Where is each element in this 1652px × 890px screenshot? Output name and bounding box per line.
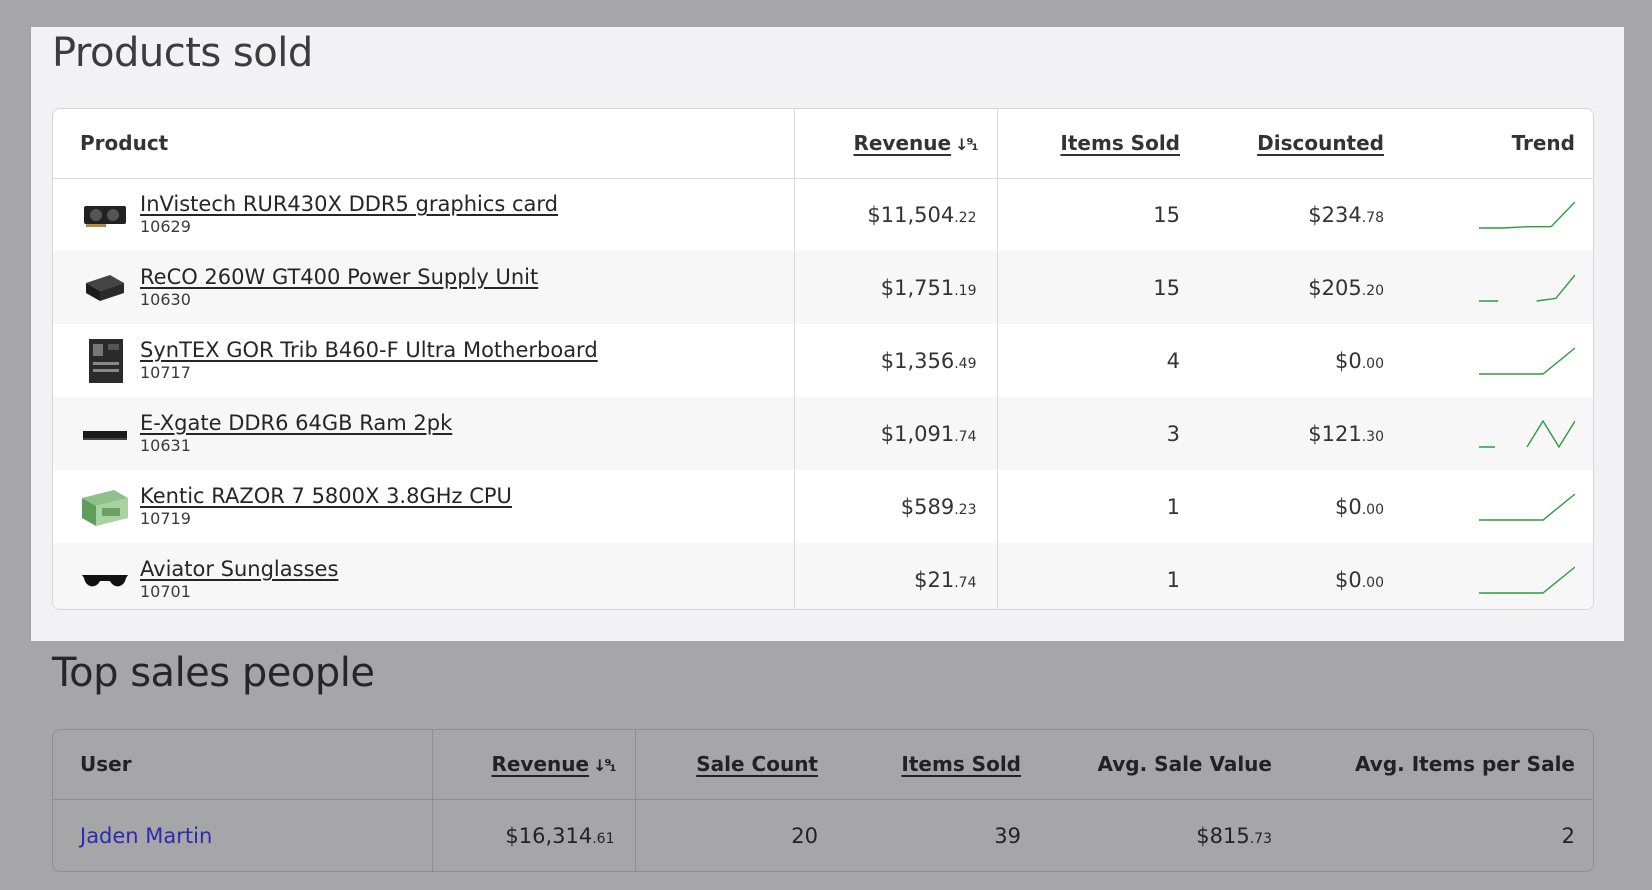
col-sales-items-sold[interactable]: Items Sold bbox=[838, 730, 1041, 799]
sales-revenue-cell: $16,314.61 bbox=[432, 799, 636, 871]
sort-sale-count-link[interactable]: Sale Count bbox=[696, 752, 818, 777]
items-sold-cell: 1 bbox=[1166, 567, 1180, 592]
items-sold-cell: 15 bbox=[1153, 202, 1180, 227]
table-row: SynTEX GOR Trib B460-F Ultra Motherboard… bbox=[53, 324, 1593, 397]
product-cell: E-Xgate DDR6 64GB Ram 2pk 10631 bbox=[80, 409, 774, 459]
sort-revenue-link[interactable]: Revenue bbox=[853, 131, 952, 156]
product-link[interactable]: E-Xgate DDR6 64GB Ram 2pk bbox=[140, 411, 453, 435]
product-sku: 10631 bbox=[140, 436, 191, 455]
trend-cell bbox=[1404, 178, 1593, 251]
col-trend: Trend bbox=[1511, 131, 1575, 156]
ram-stick-icon bbox=[80, 409, 130, 459]
product-cell: InVistech RUR430X DDR5 graphics card 1062… bbox=[80, 190, 774, 240]
sort-descending-icon[interactable]: ↓⁹₁ bbox=[955, 135, 978, 155]
table-row: InVistech RUR430X DDR5 graphics card 1062… bbox=[53, 178, 1593, 251]
product-link[interactable]: SynTEX GOR Trib B460-F Ultra Motherboard bbox=[140, 338, 598, 362]
sale-count-cell: 20 bbox=[791, 823, 818, 848]
discounted-cell: $234.78 bbox=[1308, 202, 1384, 227]
trend-sparkline bbox=[1479, 346, 1575, 375]
revenue-cell: $589.23 bbox=[794, 470, 998, 543]
sales-table-header: User Revenue ↓⁹₁ Sale Count Items Sold Av… bbox=[53, 730, 1593, 799]
discounted-cell: $0.00 bbox=[1335, 567, 1384, 592]
product-link[interactable]: InVistech RUR430X DDR5 graphics card bbox=[140, 192, 559, 217]
revenue-cell: $21.74 bbox=[794, 543, 998, 609]
product-link[interactable]: Aviator Sunglasses bbox=[140, 557, 339, 581]
col-discounted[interactable]: Discounted bbox=[1200, 109, 1404, 178]
product-cell: Aviator Sunglasses 10701 bbox=[80, 555, 774, 605]
discounted-cell: $0.00 bbox=[1335, 494, 1384, 519]
product-sku: 10630 bbox=[140, 290, 191, 309]
products-table: Product Revenue ↓⁹₁ Items Sold Discounted… bbox=[53, 109, 1593, 609]
revenue-cell: $1,091.74 bbox=[794, 397, 998, 470]
col-avg-items: Avg. Items per Sale bbox=[1355, 752, 1575, 777]
sales-table: User Revenue ↓⁹₁ Sale Count Items Sold Av… bbox=[53, 730, 1593, 871]
revenue-cell: $1,356.49 bbox=[794, 324, 998, 397]
product-link[interactable]: Kentic RAZOR 7 5800X 3.8GHz CPU bbox=[140, 484, 512, 508]
col-user: User bbox=[53, 730, 433, 799]
avg-items-cell: 2 bbox=[1561, 823, 1575, 848]
sort-discounted-link[interactable]: Discounted bbox=[1257, 131, 1384, 156]
items-sold-cell: 4 bbox=[1166, 348, 1180, 373]
graphics-card-icon bbox=[80, 190, 130, 240]
col-revenue[interactable]: Revenue ↓⁹₁ bbox=[794, 109, 998, 178]
motherboard-icon bbox=[80, 336, 130, 386]
trend-cell bbox=[1404, 324, 1593, 397]
product-cell: SynTEX GOR Trib B460-F Ultra Motherboard… bbox=[80, 336, 774, 386]
sales-section-title: Top sales people bbox=[52, 650, 375, 696]
table-row: Kentic RAZOR 7 5800X 3.8GHz CPU 10719 $589… bbox=[53, 470, 1593, 543]
trend-sparkline bbox=[1479, 492, 1575, 521]
table-row: Aviator Sunglasses 10701 $21.74 1 $0.00 bbox=[53, 543, 1593, 609]
trend-cell bbox=[1404, 397, 1593, 470]
discounted-cell: $205.20 bbox=[1308, 275, 1384, 300]
revenue-cell: $11,504.22 bbox=[794, 178, 998, 251]
product-cell: ReCO 260W GT400 Power Supply Unit 10630 bbox=[80, 263, 774, 313]
trend-sparkline bbox=[1479, 419, 1575, 448]
table-row: ReCO 260W GT400 Power Supply Unit 10630 $1… bbox=[53, 251, 1593, 324]
sort-sales-items-sold-link[interactable]: Items Sold bbox=[901, 752, 1021, 777]
items-sold-cell: 3 bbox=[1166, 421, 1180, 446]
trend-cell bbox=[1404, 543, 1593, 609]
product-sku: 10719 bbox=[140, 509, 191, 528]
col-items-sold[interactable]: Items Sold bbox=[997, 109, 1200, 178]
sort-sales-revenue-link[interactable]: Revenue bbox=[491, 752, 590, 777]
user-link[interactable]: Jaden Martin bbox=[80, 823, 213, 848]
trend-sparkline bbox=[1479, 565, 1575, 594]
product-sku: 10717 bbox=[140, 363, 191, 382]
products-section-title: Products sold bbox=[52, 30, 313, 76]
table-row: Jaden Martin $16,314.61 20 39 $815.73 2 bbox=[53, 799, 1593, 871]
col-sales-revenue[interactable]: Revenue ↓⁹₁ bbox=[432, 730, 636, 799]
power-supply-icon bbox=[80, 263, 130, 313]
trend-cell bbox=[1404, 470, 1593, 543]
trend-sparkline bbox=[1479, 201, 1575, 229]
product-link[interactable]: ReCO 260W GT400 Power Supply Unit bbox=[140, 265, 539, 289]
col-avg-sale-value: Avg. Sale Value bbox=[1097, 752, 1272, 777]
items-sold-cell: 39 bbox=[994, 823, 1021, 848]
sunglasses-icon bbox=[80, 555, 130, 605]
products-table-card: Product Revenue ↓⁹₁ Items Sold Discounted… bbox=[52, 108, 1594, 610]
trend-sparkline bbox=[1479, 274, 1575, 302]
products-table-header: Product Revenue ↓⁹₁ Items Sold Discounted… bbox=[53, 109, 1593, 178]
table-row: E-Xgate DDR6 64GB Ram 2pk 10631 $1,091.74 3… bbox=[53, 397, 1593, 470]
discounted-cell: $121.30 bbox=[1308, 421, 1384, 446]
sales-table-card: User Revenue ↓⁹₁ Sale Count Items Sold Av… bbox=[52, 729, 1594, 872]
product-sku: 10629 bbox=[140, 217, 191, 237]
product-cell: Kentic RAZOR 7 5800X 3.8GHz CPU 10719 bbox=[80, 482, 774, 532]
sort-items-sold-link[interactable]: Items Sold bbox=[1060, 131, 1180, 156]
trend-cell bbox=[1404, 251, 1593, 324]
revenue-cell: $1,751.19 bbox=[794, 251, 998, 324]
discounted-cell: $0.00 bbox=[1335, 348, 1384, 373]
avg-sale-cell: $815.73 bbox=[1196, 823, 1272, 848]
cpu-box-icon bbox=[80, 482, 130, 532]
product-sku: 10701 bbox=[140, 582, 191, 601]
sort-descending-icon[interactable]: ↓⁹₁ bbox=[593, 756, 616, 776]
col-sale-count[interactable]: Sale Count bbox=[635, 730, 838, 799]
items-sold-cell: 1 bbox=[1166, 494, 1180, 519]
col-product: Product bbox=[53, 109, 795, 178]
items-sold-cell: 15 bbox=[1153, 275, 1180, 300]
